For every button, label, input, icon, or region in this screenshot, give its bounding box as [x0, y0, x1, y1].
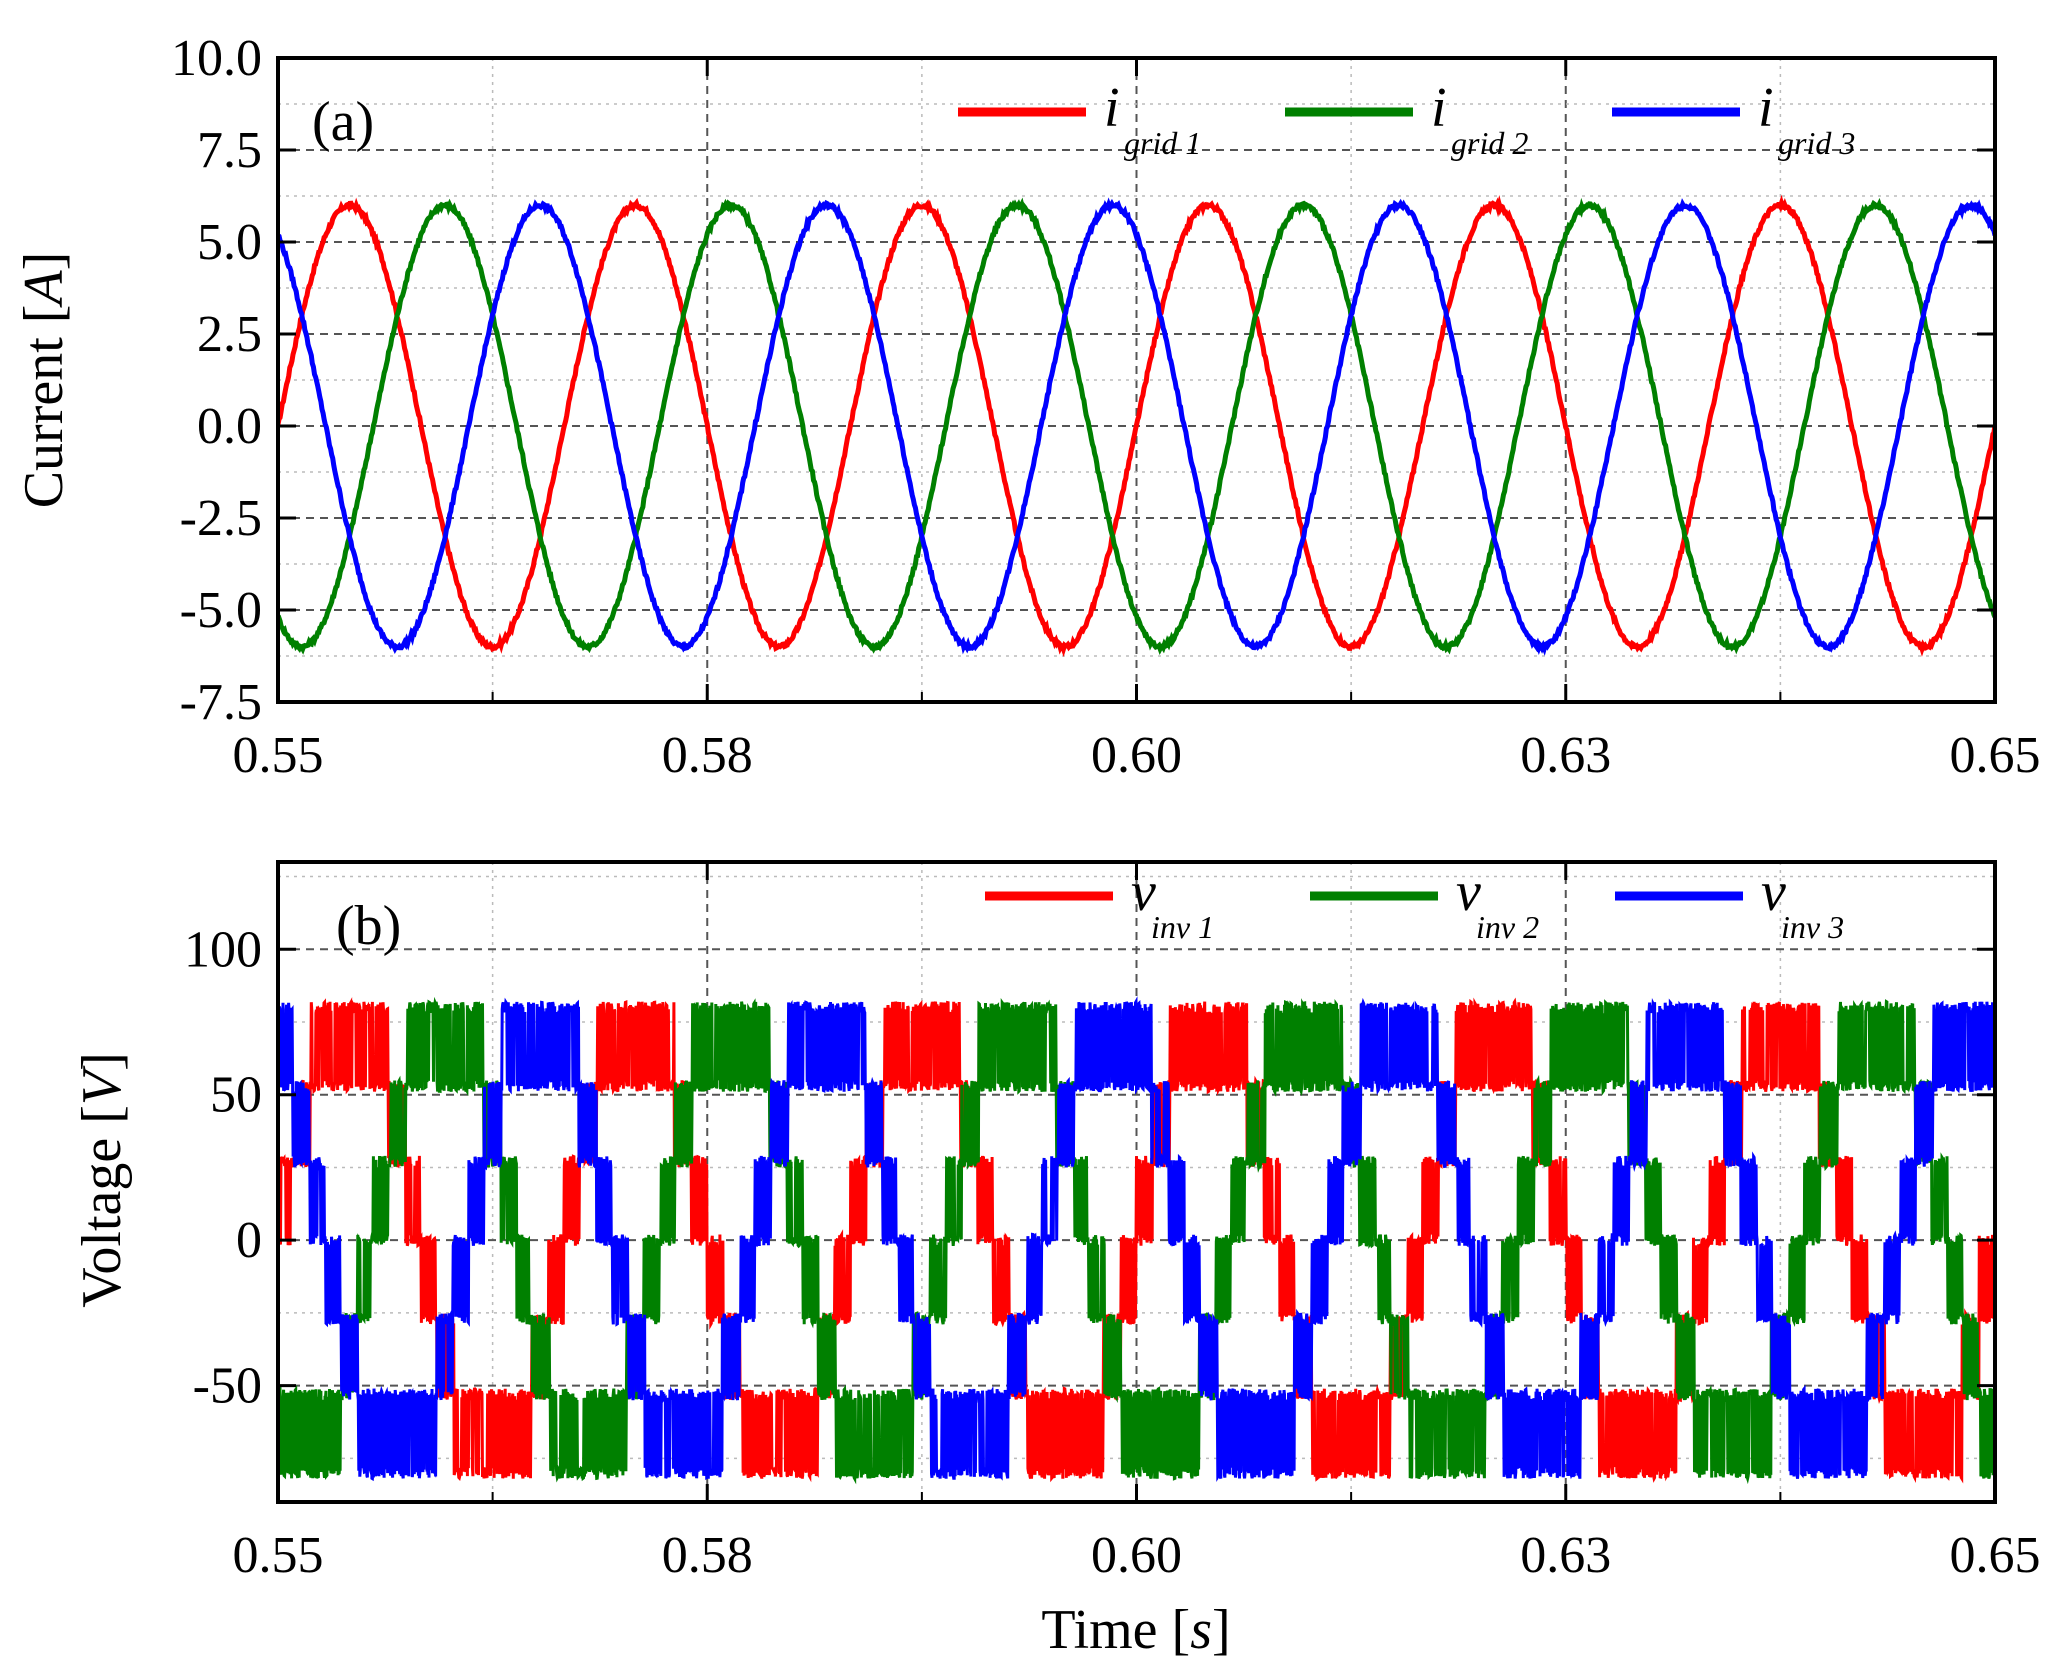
series-line-2	[278, 996, 1995, 1485]
series-line-2	[278, 197, 1995, 656]
legend-subscript: inv 2	[1476, 909, 1539, 945]
legend-subscript: grid 1	[1124, 125, 1201, 161]
legend-symbol: i	[1104, 77, 1120, 139]
series-b	[278, 996, 1995, 1485]
x-tick-label: 0.55	[233, 1527, 324, 1584]
y-tick-label: 10.0	[171, 30, 262, 87]
y-tick-label: 100	[184, 921, 262, 978]
panel-b-voltage-chart: 0.55 0.58 0.60 0.63 0.65 -50 0 50 100 (b) Voltag…	[71, 860, 2041, 1661]
y-tick-label: 5.0	[197, 214, 262, 271]
x-tick-label: 0.58	[662, 1527, 753, 1584]
legend-symbol: i	[1758, 77, 1774, 139]
legend-symbol: v	[1131, 861, 1156, 923]
legend-symbol: i	[1431, 77, 1447, 139]
y-tick-label: 50	[210, 1067, 262, 1124]
x-tick-label: 0.60	[1091, 1527, 1182, 1584]
x-tick-label: 0.65	[1950, 727, 2041, 784]
panel-label-b: (b)	[336, 895, 401, 957]
panel-a-current-chart: 0.55 0.58 0.60 0.63 0.65 -7.5 -5.0 -2.5 0.0 2.5 5.…	[13, 30, 2041, 784]
legend-subscript: grid 3	[1778, 125, 1855, 161]
legend-subscript: inv 3	[1781, 909, 1844, 945]
y-tick-label: 7.5	[197, 122, 262, 179]
y-tick-label: 0	[236, 1212, 262, 1269]
series-line-3	[278, 996, 1995, 1482]
panel-label-a: (a)	[312, 91, 374, 153]
x-axis-title-b: Time [s]	[1041, 1599, 1230, 1661]
series-line-1	[278, 997, 1995, 1484]
y-tick-label: -7.5	[180, 674, 262, 731]
y-axis-title-a: Current [A]	[13, 252, 75, 509]
y-axis-title-b: Voltage [V]	[71, 1052, 133, 1308]
x-tick-label: 0.63	[1520, 727, 1611, 784]
legend-subscript: grid 2	[1451, 125, 1528, 161]
y-tick-label: -50	[193, 1358, 262, 1415]
x-tick-label: 0.58	[662, 727, 753, 784]
ticks-a: 0.55 0.58 0.60 0.63 0.65 -7.5 -5.0 -2.5 0.0 2.5 5.…	[171, 30, 2041, 784]
y-tick-label: -5.0	[180, 582, 262, 639]
x-tick-label: 0.63	[1520, 1527, 1611, 1584]
series-a	[278, 194, 1995, 658]
x-tick-label: 0.55	[233, 727, 324, 784]
legend-symbol: v	[1456, 861, 1481, 923]
y-tick-label: 2.5	[197, 306, 262, 363]
legend-symbol: v	[1761, 861, 1786, 923]
ticks-b: 0.55 0.58 0.60 0.63 0.65 -50 0 50 100	[184, 862, 2041, 1584]
x-tick-label: 0.60	[1091, 727, 1182, 784]
y-tick-label: 0.0	[197, 398, 262, 455]
legend-subscript: inv 1	[1151, 909, 1214, 945]
x-tick-label: 0.65	[1950, 1527, 2041, 1584]
y-tick-label: -2.5	[180, 490, 262, 547]
series-line-1	[278, 194, 1995, 658]
series-line-3	[278, 197, 1995, 656]
